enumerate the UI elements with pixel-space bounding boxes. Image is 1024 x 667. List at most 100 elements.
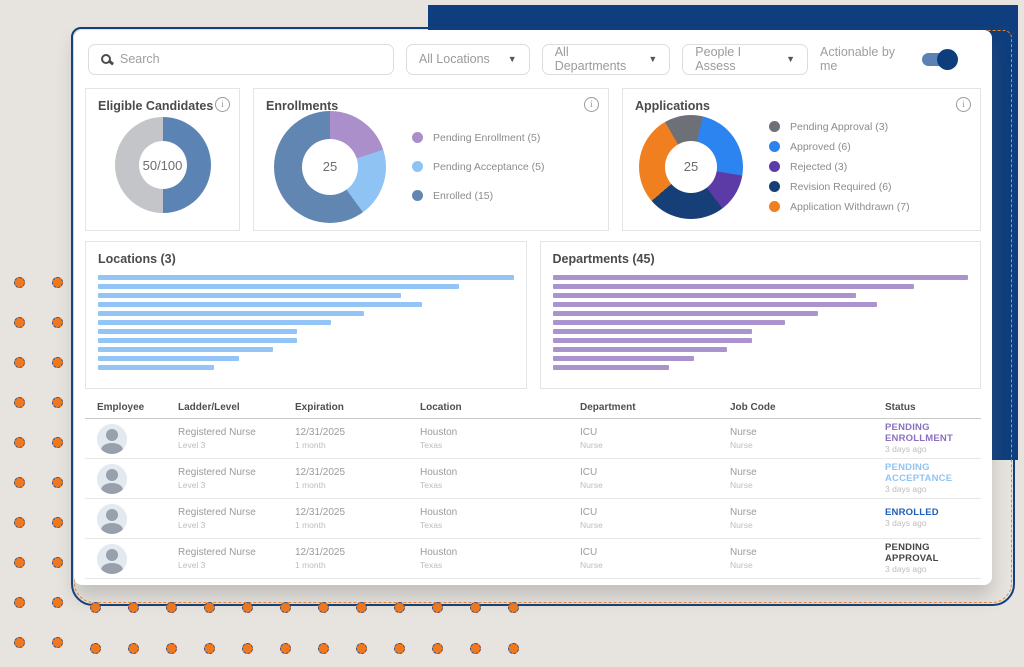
table-cell [97, 503, 178, 534]
decorative-dot [52, 277, 63, 288]
legend-item: Rejected (3) [769, 161, 910, 173]
legend-dot-icon [769, 161, 780, 172]
decorative-dot [14, 477, 25, 488]
decorative-dot [14, 437, 25, 448]
chevron-down-icon: ▼ [648, 54, 658, 64]
table-header: Employee Ladder/Level Expiration Locatio… [85, 396, 981, 419]
legend-item: Pending Approval (3) [769, 121, 910, 133]
decorative-dot [52, 397, 63, 408]
applications-card: Applications i 25 Pending Approval (3) Ap… [622, 88, 981, 231]
avatar [97, 463, 127, 494]
bar [98, 275, 514, 280]
table-cell: 12/31/2025 1 month [295, 507, 346, 530]
eligible-donut-chart: 50/100 [114, 117, 211, 213]
decorative-dot [204, 602, 215, 613]
applications-donut-chart: 25 [639, 114, 743, 219]
decorative-dot [90, 602, 101, 613]
legend-label: Revision Required (6) [790, 180, 892, 193]
table-cell: ICU Nurse [580, 427, 603, 450]
candidates-table: Employee Ladder/Level Expiration Locatio… [85, 396, 981, 579]
filter-toolbar: Search All Locations ▼ All Departments ▼… [85, 30, 981, 88]
table-cell: PENDING APPROVAL 3 days ago [885, 541, 939, 574]
column-header: Department [580, 402, 636, 413]
chevron-down-icon: ▼ [507, 54, 517, 64]
info-icon[interactable]: i [584, 97, 599, 112]
bar [98, 329, 298, 334]
table-row[interactable]: Registered Nurse Level 3 12/31/2025 1 month… [85, 499, 981, 539]
table-cell: 12/31/2025 1 month [295, 427, 346, 450]
table-row[interactable]: Registered Nurse Level 3 12/31/2025 1 month… [85, 539, 981, 579]
departments-filter-dropdown[interactable]: All Departments ▼ [541, 43, 671, 75]
dashboard-panel: Search All Locations ▼ All Departments ▼… [74, 30, 992, 585]
info-icon[interactable]: i [215, 97, 230, 112]
decorative-dot [394, 643, 405, 654]
legend-dot-icon [412, 161, 423, 172]
decorative-dot [318, 602, 329, 613]
actionable-toggle[interactable] [921, 48, 958, 70]
decorative-dot [280, 643, 291, 654]
table-cell [97, 423, 178, 454]
table-cell: Houston Texas [420, 507, 458, 530]
bar [98, 302, 423, 307]
bar-cards-row: Locations (3) Departments (45) [85, 241, 981, 389]
table-cell: Nurse Nurse [730, 507, 757, 530]
decorative-dot [432, 643, 443, 654]
departments-bar-chart [552, 275, 968, 370]
stat-cards-row: Eligible Candidates i 50/100 Enrollments… [85, 88, 981, 231]
table-cell: Registered Nurse Level 3 [178, 467, 256, 490]
decorative-dot [242, 602, 253, 613]
donut-center-value: 50/100 [142, 157, 183, 173]
bar [552, 347, 727, 352]
legend-item: Application Withdrawn (7) [769, 201, 910, 213]
decorative-dot [52, 597, 63, 608]
table-cell: Nurse Nurse [730, 427, 757, 450]
decorative-dot [90, 643, 101, 654]
locations-filter-dropdown[interactable]: All Locations ▼ [405, 43, 530, 75]
table-row[interactable]: Registered Nurse Level 3 12/31/2025 1 month… [85, 419, 981, 459]
card-title: Locations (3) [98, 252, 176, 266]
bar [552, 338, 752, 343]
legend-item: Pending Acceptance (5) [412, 161, 545, 173]
bar [552, 320, 786, 325]
table-cell: ENROLLED 3 days ago [885, 507, 939, 529]
decorative-dot [52, 477, 63, 488]
decorative-dot [14, 597, 25, 608]
decorative-dot [432, 602, 443, 613]
decorative-dot [14, 357, 25, 368]
bar [552, 284, 914, 289]
bar [98, 320, 331, 325]
people-filter-dropdown[interactable]: People I Assess ▼ [682, 43, 808, 75]
donut-center-value: 25 [683, 159, 699, 174]
people-filter-value: People I Assess [695, 45, 742, 73]
decorative-dot [394, 602, 405, 613]
legend-dot-icon [769, 141, 780, 152]
bar [98, 284, 460, 289]
decorative-dot [166, 602, 177, 613]
departments-filter-value: All Departments [554, 45, 627, 73]
legend-dot-icon [412, 190, 423, 201]
table-row[interactable]: Registered Nurse Level 3 12/31/2025 1 month… [85, 459, 981, 499]
avatar [97, 423, 127, 454]
decorative-dot [14, 317, 25, 328]
decorative-dot [52, 557, 63, 568]
decorative-dot [128, 602, 139, 613]
avatar [97, 543, 127, 574]
bar [98, 365, 215, 370]
decorative-dot [14, 397, 25, 408]
decorative-dot [318, 643, 329, 654]
info-icon[interactable]: i [956, 97, 971, 112]
bar [98, 356, 240, 361]
table-cell: Houston Texas [420, 547, 458, 570]
legend-label: Approved (6) [790, 140, 851, 153]
table-body: Registered Nurse Level 3 12/31/2025 1 month… [85, 419, 981, 579]
search-input[interactable]: Search [88, 43, 394, 75]
table-cell: Registered Nurse Level 3 [178, 427, 256, 450]
decorative-dot [52, 437, 63, 448]
decorative-dot [280, 602, 291, 613]
legend-label: Enrolled (15) [433, 189, 494, 202]
bar [98, 293, 402, 298]
bar [98, 347, 273, 352]
legend-label: Pending Approval (3) [790, 120, 889, 133]
decorative-dot [166, 643, 177, 654]
